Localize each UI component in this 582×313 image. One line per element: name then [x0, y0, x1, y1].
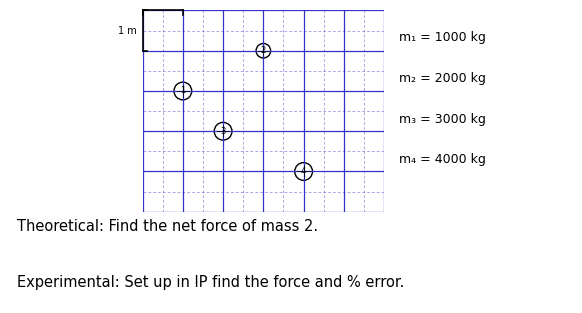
Text: m₂ = 2000 kg: m₂ = 2000 kg [399, 72, 485, 85]
Text: 2: 2 [261, 46, 266, 55]
Text: Experimental: Set up in IP find the force and % error.: Experimental: Set up in IP find the forc… [17, 275, 405, 290]
Text: Theoretical: Find the net force of mass 2.: Theoretical: Find the net force of mass … [17, 219, 318, 234]
Text: 4: 4 [301, 167, 306, 176]
Text: 1: 1 [180, 86, 186, 95]
Text: m₁ = 1000 kg: m₁ = 1000 kg [399, 31, 485, 44]
Text: 1 m: 1 m [153, 0, 172, 2]
Text: m₃ = 3000 kg: m₃ = 3000 kg [399, 113, 485, 126]
Text: 1 m: 1 m [118, 26, 137, 36]
Text: 3: 3 [221, 127, 226, 136]
Text: m₄ = 4000 kg: m₄ = 4000 kg [399, 153, 485, 167]
